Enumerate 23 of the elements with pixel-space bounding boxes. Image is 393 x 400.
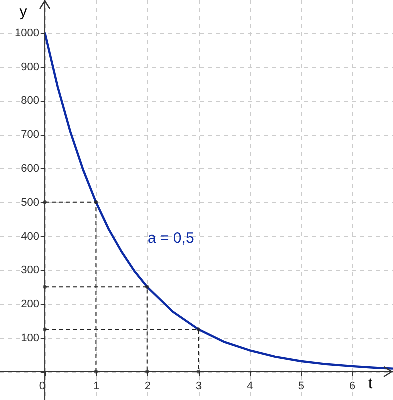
y-tick-label: 800 <box>21 95 40 108</box>
y-tick-label: 200 <box>21 298 40 311</box>
point <box>146 285 150 289</box>
x-tick-label: 4 <box>247 380 254 392</box>
line-series <box>44 32 393 370</box>
y-tick-label: 100 <box>21 332 40 344</box>
y-tick-label: 600 <box>21 162 40 175</box>
y-tick-label: 700 <box>21 129 40 142</box>
y-axis-title: y <box>20 4 28 20</box>
annotation: a = 0,5 <box>148 230 194 247</box>
x-tick-label: 2 <box>144 380 151 392</box>
y-tick-label: 500 <box>21 196 40 209</box>
y-tick-label: 1000 <box>15 27 40 40</box>
y-tick-label: 900 <box>21 61 40 74</box>
x-tick-label: 3 <box>196 380 202 392</box>
y-tick-label: 400 <box>21 230 40 243</box>
x-axis-title: t <box>368 375 374 392</box>
y-tick-label: 300 <box>21 264 40 277</box>
x-tick-label: 1 <box>94 380 100 392</box>
x-tick-label: 5 <box>298 380 304 392</box>
x-tick-label: 6 <box>350 380 356 392</box>
point <box>94 200 98 204</box>
point <box>196 328 200 332</box>
